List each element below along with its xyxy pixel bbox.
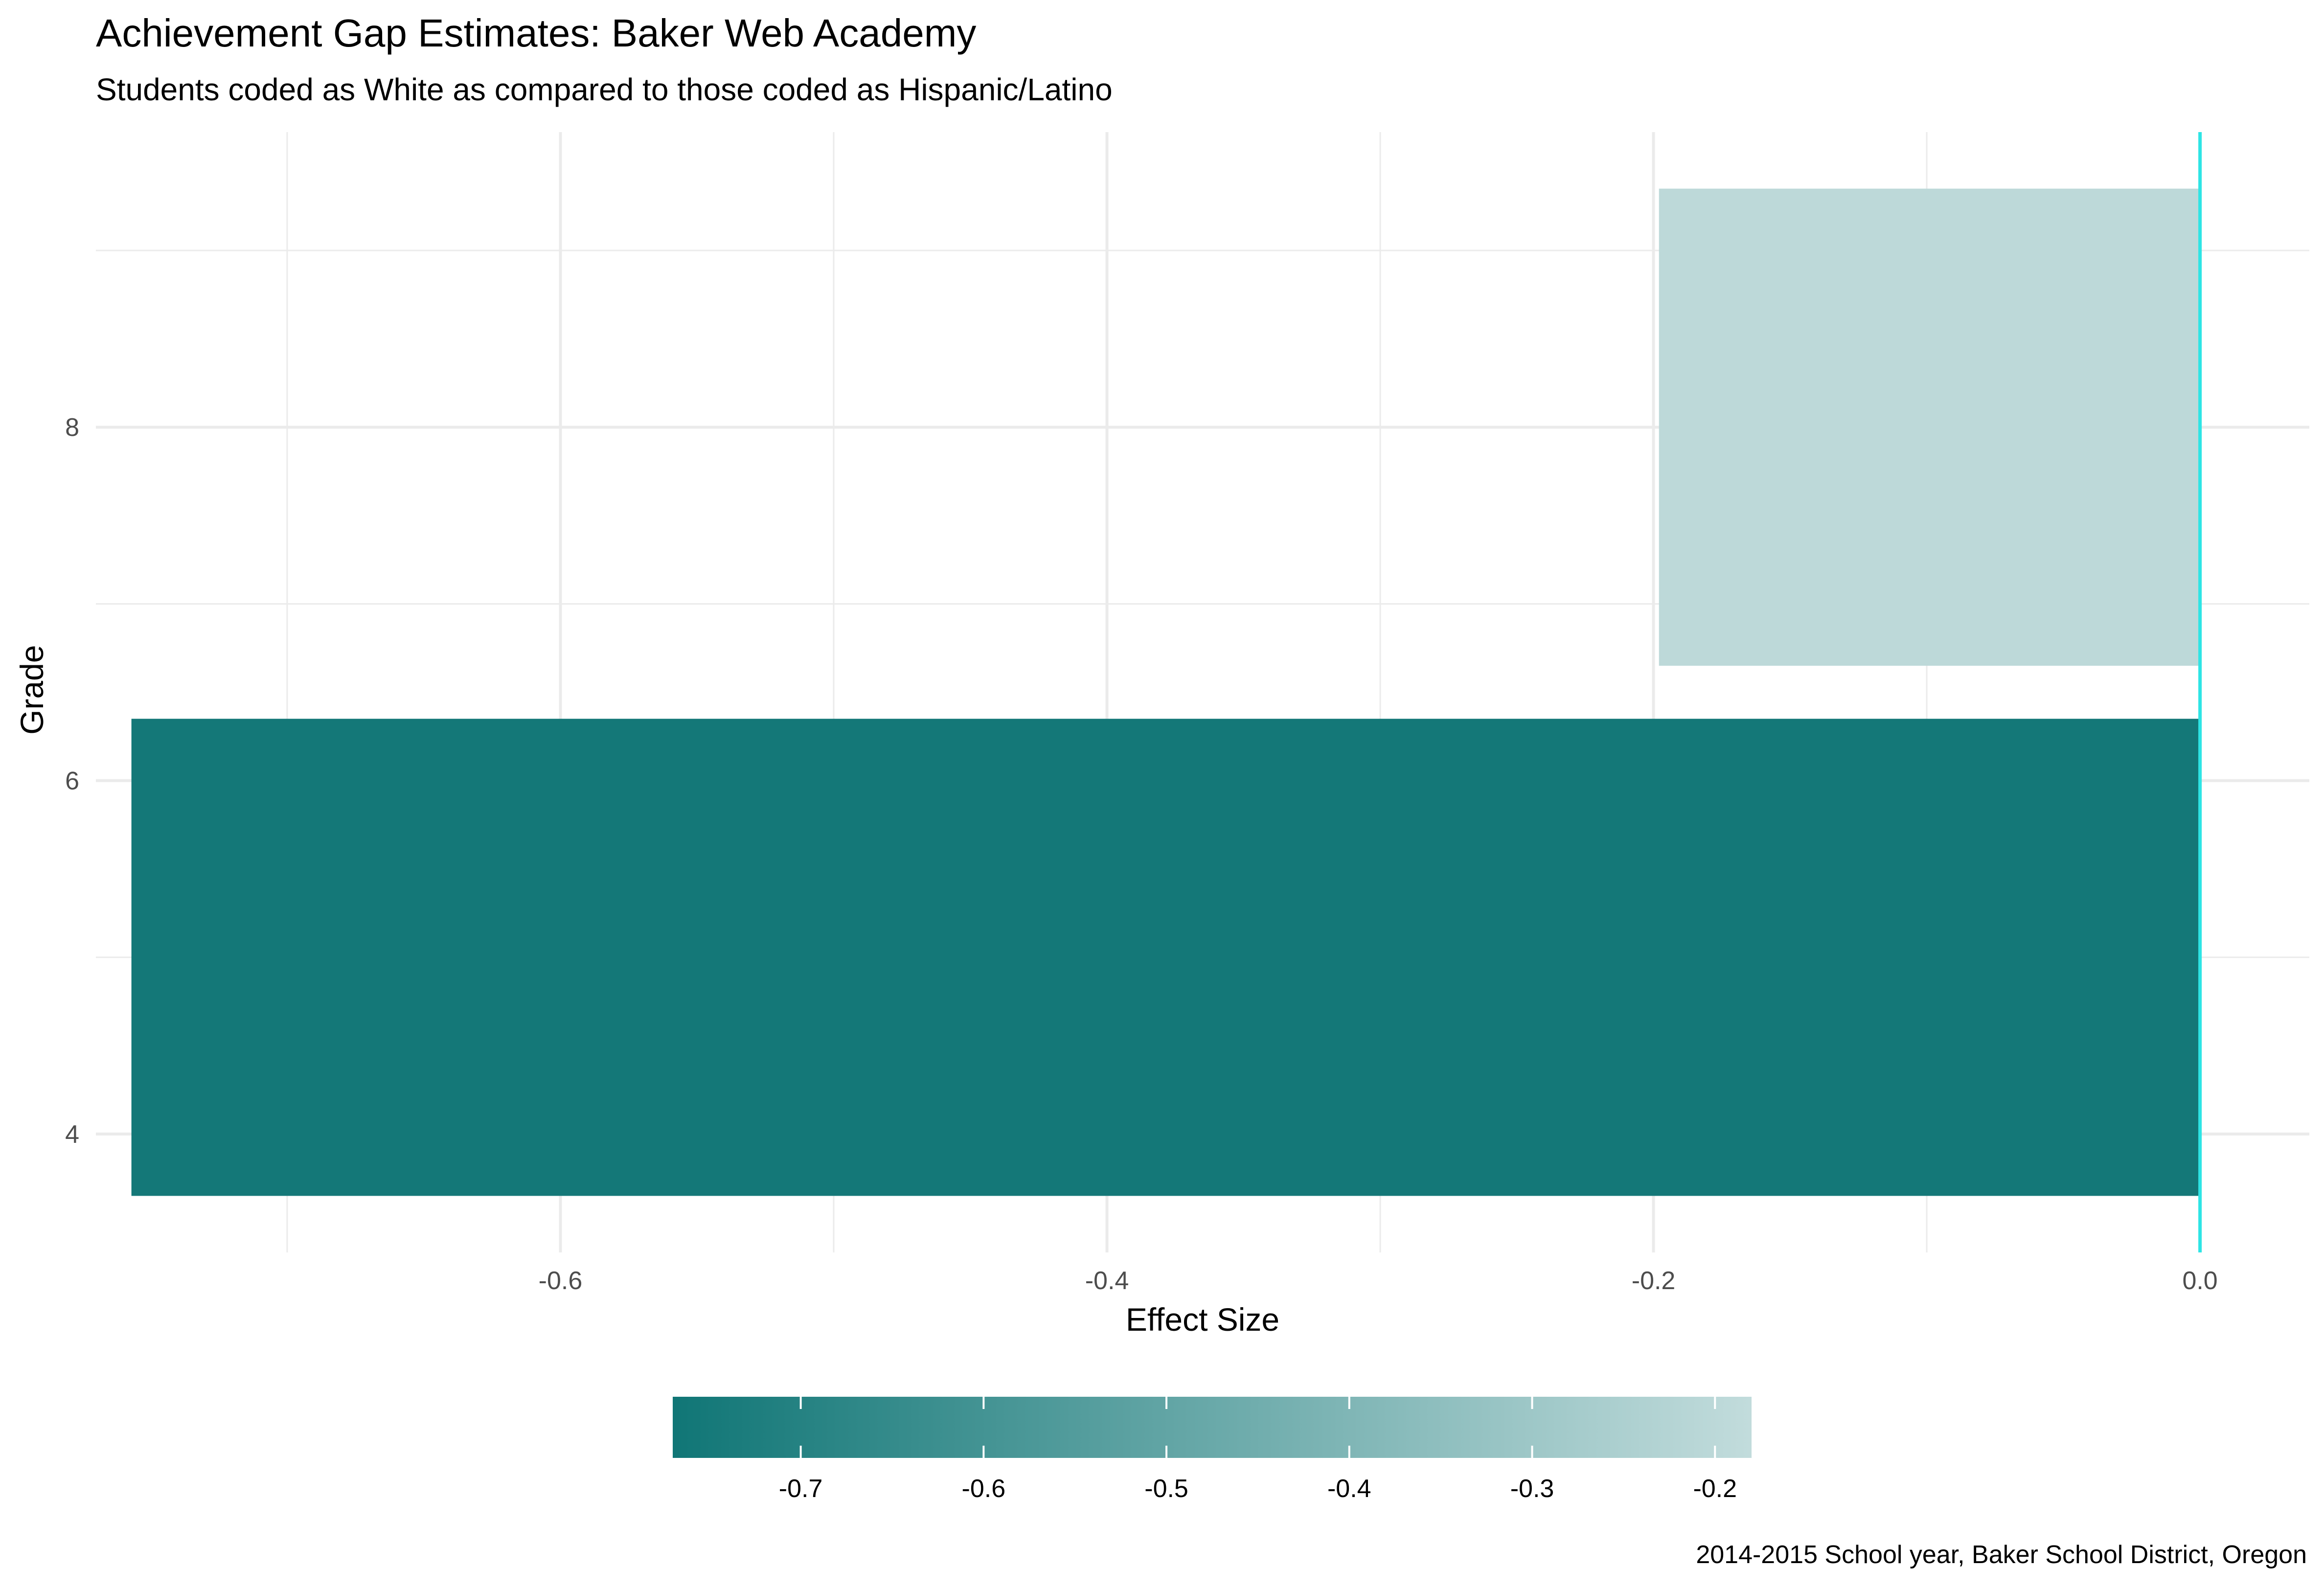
y-tick-label: 6 xyxy=(65,767,79,795)
x-tick-labels: -0.6 -0.4 -0.2 0.0 xyxy=(539,1267,2218,1295)
colorbar-tick-label: -0.5 xyxy=(1144,1475,1188,1503)
colorbar-tick-label: -0.3 xyxy=(1510,1475,1554,1503)
x-tick-label: -0.6 xyxy=(539,1267,583,1295)
colorbar-tick-label: -0.4 xyxy=(1327,1475,1371,1503)
y-axis-title: Grade xyxy=(14,645,50,734)
x-tick-label: 0.0 xyxy=(2182,1267,2217,1295)
colorbar-tick-label: -0.7 xyxy=(779,1475,823,1503)
bars xyxy=(131,188,2200,1196)
colorbar-tick-label: -0.6 xyxy=(962,1475,1006,1503)
x-tick-label: -0.4 xyxy=(1085,1267,1129,1295)
y-tick-label: 8 xyxy=(65,413,79,442)
colorbar-gradient xyxy=(673,1397,1752,1458)
y-tick-labels: 4 6 8 xyxy=(65,413,79,1149)
x-axis-title: Effect Size xyxy=(1126,1301,1279,1338)
y-tick-label: 4 xyxy=(65,1120,79,1149)
colorbar-legend: -0.7 -0.6 -0.5 -0.4 -0.3 -0.2 xyxy=(673,1397,1752,1503)
bar-0 xyxy=(131,719,2200,1196)
colorbar-tick-label: -0.2 xyxy=(1693,1475,1737,1503)
x-tick-label: -0.2 xyxy=(1632,1267,1676,1295)
chart-title: Achievement Gap Estimates: Baker Web Aca… xyxy=(96,11,976,55)
chart-caption: 2014-2015 School year, Baker School Dist… xyxy=(1696,1541,2307,1569)
bar-1 xyxy=(1659,188,2200,666)
chart-subtitle: Students coded as White as compared to t… xyxy=(96,72,1113,107)
